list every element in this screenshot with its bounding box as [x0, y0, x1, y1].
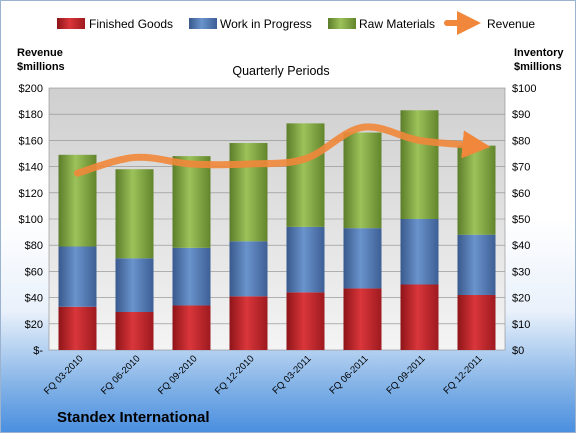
- bar-raw-materials: [172, 156, 211, 248]
- bar-finished-goods: [115, 312, 154, 350]
- right-axis-ticks: $0 $10 $20 $30 $40 $50 $60 $70 $80 $90 $100: [512, 83, 536, 357]
- bar-raw-materials: [229, 143, 268, 242]
- left-axis-ticks: $- $20 $40 $60 $80 $100 $120 $140 $160 $180 $200: [19, 83, 44, 357]
- revenue-line-path: [74, 123, 491, 177]
- bar-work-in-progress: [115, 258, 154, 313]
- x-tick-label: FQ 03-2010: [42, 353, 86, 397]
- x-tick-label: FQ 09-2011: [384, 353, 427, 396]
- left-tick-label: $160: [19, 135, 43, 147]
- left-tick-label: $100: [19, 214, 43, 226]
- bar-finished-goods: [400, 284, 439, 350]
- bar-raw-materials: [286, 123, 325, 227]
- bar-work-in-progress: [229, 241, 268, 297]
- bar-work-in-progress: [343, 228, 382, 289]
- bar-finished-goods: [457, 294, 496, 350]
- bar-finished-goods: [343, 288, 382, 350]
- legend-label-revenue: Revenue: [487, 17, 535, 31]
- chart-title: Quarterly Periods: [232, 64, 329, 78]
- bar-raw-materials: [343, 132, 382, 229]
- x-tick-label: FQ 09-2010: [156, 353, 200, 397]
- right-tick-label: $70: [512, 162, 530, 174]
- revenue-line: [74, 123, 491, 177]
- right-tick-label: $80: [512, 135, 530, 147]
- right-tick-label: $0: [512, 345, 524, 357]
- left-tick-label: $140: [19, 162, 43, 174]
- legend-label-work-in-progress: Work in Progress: [220, 17, 312, 31]
- bar-raw-materials: [115, 169, 154, 259]
- bar-raw-materials: [400, 110, 439, 219]
- right-axis-title-line1: Inventory: [514, 47, 564, 59]
- right-tick-label: $50: [512, 214, 530, 226]
- legend: Finished Goods Work in Progress Raw Mate…: [57, 11, 535, 35]
- right-axis-title-line2: $millions: [514, 61, 562, 73]
- right-tick-label: $10: [512, 319, 530, 331]
- left-tick-label: $20: [25, 319, 43, 331]
- x-tick-label: FQ 03-2011: [270, 353, 313, 396]
- x-tick-label: FQ 06-2011: [327, 353, 370, 396]
- bar-work-in-progress: [457, 234, 496, 295]
- x-axis-ticks: FQ 03-2010 FQ 06-2010 FQ 09-2010 FQ 12-2010…: [42, 353, 485, 397]
- x-tick-label: FQ 06-2010: [99, 353, 143, 397]
- company-name: Standex International: [57, 409, 210, 426]
- right-tick-label: $40: [512, 240, 530, 252]
- legend-swatch-raw-materials: [328, 18, 356, 29]
- bar-work-in-progress: [400, 219, 439, 285]
- bar-finished-goods: [58, 306, 97, 350]
- x-tick-label: FQ 12-2011: [441, 353, 484, 396]
- legend-label-raw-materials: Raw Materials: [359, 17, 435, 31]
- left-tick-label: $60: [25, 266, 43, 278]
- bar-finished-goods: [172, 305, 211, 350]
- bar-finished-goods: [286, 292, 325, 350]
- legend-swatch-finished-goods: [57, 18, 85, 29]
- bar-work-in-progress: [172, 247, 211, 306]
- left-tick-label: $200: [19, 83, 43, 95]
- right-tick-label: $20: [512, 293, 530, 305]
- left-tick-label: $-: [33, 345, 43, 357]
- bars: [58, 110, 496, 350]
- right-tick-label: $90: [512, 109, 530, 121]
- left-tick-label: $40: [25, 293, 43, 305]
- x-tick-label: FQ 12-2010: [213, 353, 257, 397]
- left-axis-title-line2: $millions: [17, 61, 65, 73]
- left-tick-label: $180: [19, 109, 43, 121]
- bar-work-in-progress: [286, 226, 325, 293]
- bar-raw-materials: [457, 145, 496, 235]
- bar-finished-goods: [229, 296, 268, 350]
- right-tick-label: $30: [512, 266, 530, 278]
- legend-swatch-work-in-progress: [189, 18, 217, 29]
- left-tick-label: $80: [25, 240, 43, 252]
- left-tick-label: $120: [19, 188, 43, 200]
- left-axis-title-line1: Revenue: [17, 47, 63, 59]
- bar-work-in-progress: [58, 246, 97, 307]
- right-tick-label: $60: [512, 188, 530, 200]
- right-tick-label: $100: [512, 83, 536, 95]
- legend-label-finished-goods: Finished Goods: [89, 17, 173, 31]
